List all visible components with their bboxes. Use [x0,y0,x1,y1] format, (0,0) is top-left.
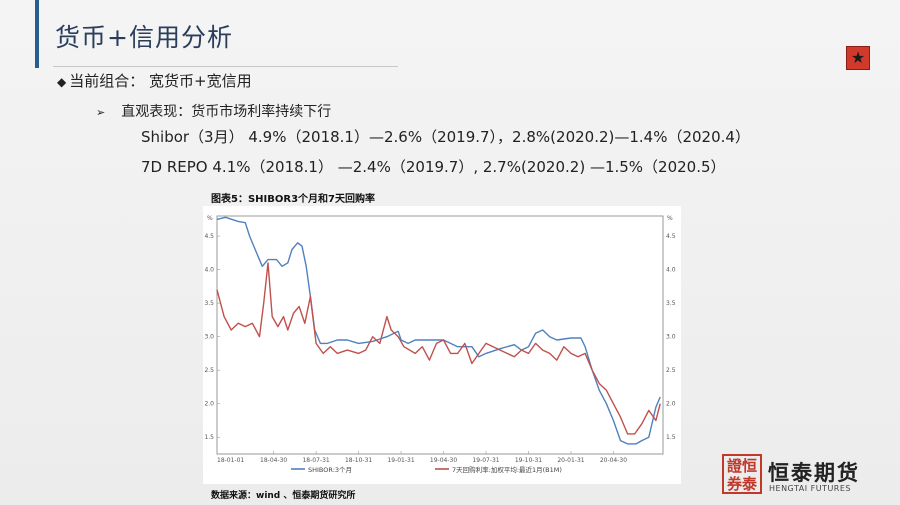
chart-panel: %% 4.5 4.5 4.0 4.0 3.5 3.5 3.0 3.0 2.5 2.5 2.0 2.0 1.… [203,206,681,484]
x-tick-label: 18-07-31 [302,457,329,464]
y-tick-label-right: 1.5 [666,434,676,441]
series-line-repo [216,262,661,435]
plot-frame [216,215,664,455]
y-tick-label-left: 3.0 [204,334,214,341]
y-tick-label-left: 2.0 [204,401,214,408]
y-tick-label-left: 3.5 [204,300,214,307]
x-tick-label: 19-10-31 [515,457,542,464]
diamond-bullet-icon: ◆ [57,75,67,89]
y-tick-label-right: 3.5 [666,300,676,307]
x-tick-label: 19-01-31 [387,457,414,464]
right-unit-label: % [667,215,673,222]
x-tick-label: 18-01-01 [217,457,244,464]
x-tick-label: 20-04-30 [600,457,627,464]
data-source-note: 数据来源：wind 、恒泰期货研究所 [211,491,356,501]
star-icon[interactable]: ★ [846,46,870,70]
y-tick-label-right: 4.0 [666,267,676,274]
bullet-text: 当前组合： 宽货币+宽信用 [69,72,252,90]
title-accent-bar [35,0,39,68]
repo-summary-line: 7D REPO 4.1%（2018.1） —2.4%（2019.7）, 2.7%… [141,158,726,176]
x-tick-label: 19-07-31 [472,457,499,464]
x-tick-label: 19-04-30 [430,457,457,464]
company-name-en: HENGTAI FUTURES [769,484,851,493]
x-tick-label: 18-10-31 [345,457,372,464]
slide-title: 货币+信用分析 [55,23,233,52]
y-tick-label-left: 4.0 [204,267,214,274]
arrow-bullet-icon: ➢ [96,106,106,119]
subbullet-observation: ➢ 直观表现：货币市场利率持续下行 [96,101,331,121]
left-unit-label: % [207,215,213,222]
subbullet-text: 直观表现：货币市场利率持续下行 [121,104,332,120]
title-divider [53,66,398,67]
line-chart: % % 4.5 4.5 4.0 4.0 3.5 3.5 3.0 3.0 2.5 2.5 2.0 2.0 1.… [204,215,676,474]
y-tick-label-right: 3.0 [666,334,676,341]
company-logo-mark: 證恒券泰 [722,454,762,494]
y-tick-label-right: 4.5 [666,233,676,240]
legend-label: SHIBOR:3个月 [308,466,352,474]
y-tick-label-left: 2.5 [204,367,214,374]
bullet-current-combo: ◆ 当前组合： 宽货币+宽信用 [57,70,252,91]
company-name: 恒泰期货 [768,461,860,485]
x-tick-label: 20-01-31 [557,457,584,464]
x-tick-label: 18-04-30 [260,457,287,464]
y-tick-label-left: 1.5 [204,434,214,441]
series-line-shibor [216,216,661,445]
y-tick-label-left: 4.5 [204,233,214,240]
shibor-summary-line: Shibor（3月） 4.9%（2018.1）—2.6%（2019.7），2.8… [141,128,750,146]
legend-label: 7天回购利率:加权平均:最近1月(B1M) [452,465,562,474]
chart-title: 图表5：SHIBOR3个月和7天回购率 [211,194,375,205]
y-tick-label-right: 2.0 [666,401,676,408]
y-tick-label-right: 2.5 [666,367,676,374]
